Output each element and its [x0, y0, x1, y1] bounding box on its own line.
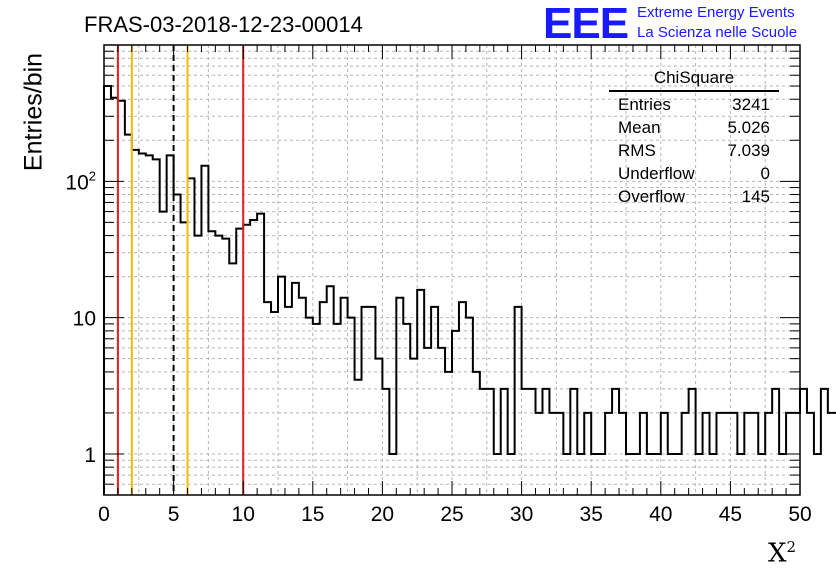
eee-logo: EEE	[543, 0, 629, 48]
x-tick-label: 35	[580, 503, 603, 526]
x-tick-label: 20	[371, 503, 394, 526]
x-tick-label: 30	[510, 503, 533, 526]
stats-box: ChiSquare Entries 3241 Mean 5.026 RMS 7.039…	[609, 66, 779, 208]
x-tick-label: 15	[301, 503, 324, 526]
reference-lines	[116, 45, 245, 495]
stats-value: 3241	[732, 95, 770, 114]
chart-title: FRAS-03-2018-12-23-00014	[84, 12, 363, 37]
x-tick-label: 25	[440, 503, 463, 526]
y-tick-label: 102	[65, 168, 96, 194]
stats-row: RMS 7.039	[609, 139, 779, 162]
x-axis-label: X2	[768, 538, 796, 569]
stats-label: Mean	[618, 118, 661, 137]
stats-value: 7.039	[727, 141, 770, 160]
stats-value: 5.026	[727, 118, 770, 137]
stats-row: Mean 5.026	[609, 116, 779, 139]
x-axis-label-base: X	[768, 538, 787, 569]
logo-line-2: La Scienza nelle Scuole	[637, 24, 798, 41]
logo-line-1: Extreme Energy Events	[637, 4, 795, 21]
x-tick-label: 10	[232, 503, 255, 526]
x-tick-label: 40	[649, 503, 672, 526]
stats-label: Underflow	[618, 164, 695, 183]
stats-label: RMS	[618, 141, 656, 160]
stats-row: Overflow 145	[609, 185, 779, 208]
stats-name: ChiSquare	[653, 68, 735, 87]
histogram-series	[103, 85, 836, 495]
x-tick-label: 5	[168, 503, 180, 526]
y-tick-exponent: 2	[89, 168, 96, 183]
stats-value: 145	[741, 187, 770, 206]
y-axis-label: Entries/bin	[19, 52, 48, 172]
y-tick-label: 10	[73, 308, 96, 331]
y-tick-label: 1	[84, 444, 96, 467]
x-tick-label: 45	[719, 503, 742, 526]
stats-label: Overflow	[618, 187, 686, 206]
histogram-line	[103, 85, 836, 495]
x-tick-label: 50	[788, 503, 811, 526]
stats-divider	[609, 90, 779, 92]
stats-value: 0	[760, 164, 770, 183]
stats-row: Underflow 0	[609, 162, 779, 185]
stats-row: Entries 3241	[609, 93, 779, 116]
stats-label: Entries	[618, 95, 671, 114]
x-tick-label: 0	[98, 503, 110, 526]
x-axis-label-superscript: 2	[786, 538, 797, 556]
